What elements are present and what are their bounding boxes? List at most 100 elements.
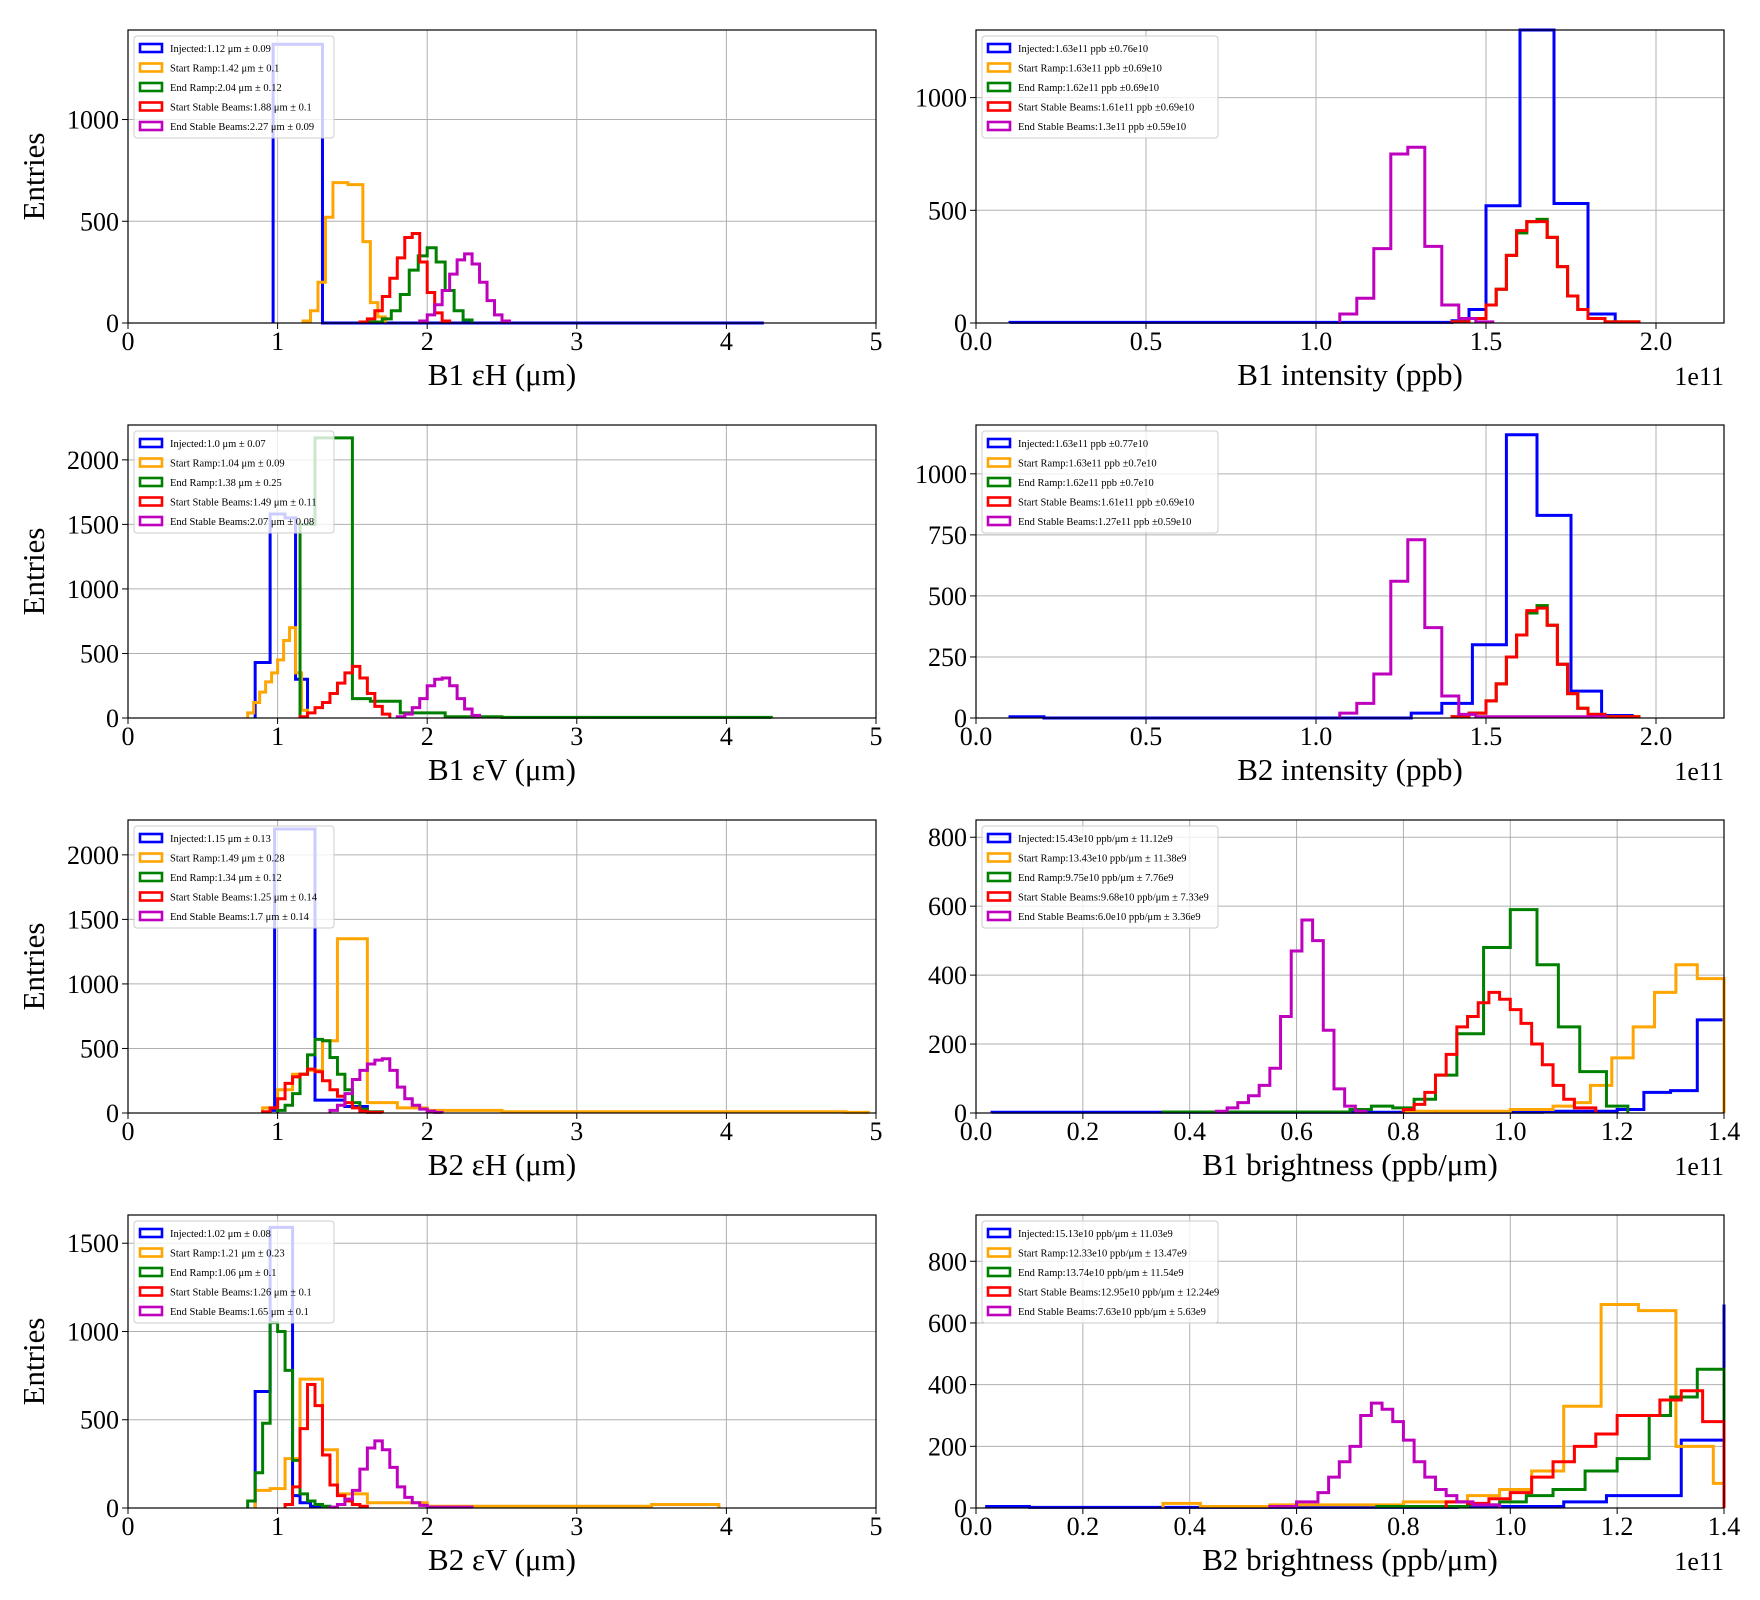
- legend: Injected:1.12 μm ± 0.09 Start Ramp:1.42 μ…: [133, 35, 335, 139]
- x-tick-label: 1.2: [1601, 1117, 1634, 1146]
- histogram-series-line: [1450, 217, 1641, 324]
- histogram-series-line: [253, 1377, 721, 1508]
- legend-swatch: [138, 101, 164, 112]
- legend-entry-label: End Ramp:1.34 μm ± 0.12: [170, 873, 282, 884]
- legend-entry-label: Injected:1.63e11 ppb ±0.77e10: [1018, 439, 1148, 450]
- legend-entry-label: Injected:1.02 μm ± 0.08: [170, 1229, 271, 1240]
- histogram-panel: 0.0 0.2 0.4 0.6 0.8 1.0 1.2 1.4 0 200 400 600 800 B1 …: [928, 819, 1740, 1182]
- y-tick-label: 800: [928, 823, 967, 852]
- legend-swatch: [986, 1305, 1012, 1317]
- histogram-series-line: [1450, 217, 1641, 324]
- x-tick-label: 1: [271, 1512, 284, 1541]
- legend-entry-label: Start Stable Beams:9.68e10 ppb/μm ± 7.33…: [1018, 893, 1209, 904]
- y-tick-label: 1500: [67, 905, 119, 934]
- y-tick-label: 2000: [67, 446, 119, 475]
- legend-swatch: [138, 120, 164, 132]
- legend-box: [133, 1220, 335, 1324]
- y-tick-label: 800: [928, 1247, 967, 1276]
- histogram-series-line: [1375, 1367, 1726, 1508]
- x-tick-label: 0.0: [960, 1117, 993, 1146]
- x-tick-label: 0.2: [1067, 1512, 1100, 1541]
- y-tick-label: 0: [954, 704, 967, 733]
- legend-entry-label: Start Stable Beams:1.49 μm ± 0.11: [170, 498, 317, 509]
- y-tick-label: 1500: [67, 510, 119, 539]
- y-tick-label: 400: [928, 1371, 967, 1400]
- histogram-series-line: [261, 937, 871, 1114]
- histogram-series-line: [1450, 220, 1641, 324]
- y-tick-label: 400: [928, 961, 967, 990]
- legend-swatch: [986, 515, 1012, 527]
- legend-entry-label: End Stable Beams:6.0e10 ppb/μm ± 3.36e9: [1018, 912, 1201, 923]
- y-tick-label: 1500: [67, 1229, 119, 1258]
- legend-box: [981, 825, 1219, 929]
- legend-swatch: [986, 910, 1012, 922]
- x-axis-label: B1 εV (μm): [428, 752, 576, 787]
- legend-entry-label: Start Stable Beams:1.25 μm ± 0.14: [170, 893, 318, 904]
- plot-frame: [975, 1214, 1725, 1509]
- x-tick-label: 4: [720, 327, 733, 356]
- histogram-series-line: [1338, 145, 1495, 324]
- legend-swatch: [138, 457, 164, 468]
- x-tick-label: 0: [122, 327, 135, 356]
- histogram-panel: 0.0 0.5 1.0 1.5 2.0 0 250 500 750 1000 B2 intensit…: [915, 424, 1725, 787]
- y-tick-label: 250: [928, 643, 967, 672]
- legend-entry-label: End Ramp:1.62e11 ppb ±0.7e10: [1018, 478, 1154, 489]
- x-tick-label: 0.8: [1387, 1117, 1420, 1146]
- x-tick-label: 0.6: [1280, 1117, 1313, 1146]
- legend-entry-label: End Stable Beams:1.27e11 ppb ±0.59e10: [1018, 517, 1191, 528]
- legend-entry-label: Start Stable Beams:1.88 μm ± 0.1: [170, 103, 312, 114]
- x-tick-label: 1.4: [1708, 1512, 1741, 1541]
- legend-entry-label: Start Ramp:1.63e11 ppb ±0.69e10: [1018, 64, 1162, 75]
- legend-swatch: [986, 437, 1012, 449]
- histogram-series-line: [1214, 918, 1368, 1113]
- x-axis-offset-label: 1e11: [1674, 1152, 1724, 1181]
- x-tick-label: 2: [421, 327, 434, 356]
- legend-entry-label: End Stable Beams:7.63e10 ppb/μm ± 5.63e9: [1018, 1307, 1206, 1318]
- x-axis-label: B2 εV (μm): [428, 1542, 576, 1577]
- legend-entry-label: Start Ramp:1.63e11 ppb ±0.7e10: [1018, 459, 1157, 470]
- legend-swatch: [138, 1286, 164, 1297]
- y-tick-label: 0: [106, 1494, 119, 1523]
- legend-entry-label: Injected:15.43e10 ppb/μm ± 11.12e9: [1018, 834, 1173, 845]
- histogram-series-line: [1401, 963, 1726, 1113]
- x-axis-label: B1 intensity (ppb): [1237, 357, 1463, 392]
- x-tick-label: 1.0: [1494, 1117, 1527, 1146]
- legend-swatch: [138, 832, 164, 844]
- y-tick-label: 0: [106, 1099, 119, 1128]
- legend-entry-label: Start Ramp:1.42 μm ± 0.1: [170, 64, 279, 75]
- x-tick-label: 1.5: [1470, 722, 1503, 751]
- legend-box: [133, 35, 335, 139]
- histogram-series-line: [1401, 990, 1598, 1113]
- y-axis-label: Entries: [16, 528, 51, 616]
- x-axis-label: B1 brightness (ppb/μm): [1202, 1147, 1498, 1182]
- legend-swatch: [986, 1266, 1012, 1278]
- legend-box: [133, 430, 335, 534]
- legend: Injected:1.0 μm ± 0.07 Start Ramp:1.04 μm…: [133, 430, 335, 534]
- legend-box: [981, 1220, 1219, 1324]
- legend-swatch: [138, 437, 164, 449]
- x-tick-label: 3: [570, 327, 583, 356]
- x-tick-label: 5: [870, 327, 883, 356]
- x-tick-label: 0: [122, 1512, 135, 1541]
- legend-swatch: [138, 42, 164, 54]
- x-tick-label: 5: [870, 1117, 883, 1146]
- legend-swatch: [138, 910, 164, 922]
- y-tick-label: 500: [928, 196, 967, 225]
- legend-swatch: [986, 101, 1012, 112]
- x-tick-label: 2: [421, 1117, 434, 1146]
- x-tick-label: 2.0: [1640, 327, 1673, 356]
- histogram-series-line: [1450, 604, 1641, 719]
- histogram-series-line: [1450, 604, 1641, 719]
- y-axis-label: Entries: [16, 1318, 51, 1406]
- legend-entry-label: Start Stable Beams:1.61e11 ppb ±0.69e10: [1018, 498, 1194, 509]
- histogram-series-line: [328, 1057, 444, 1114]
- legend-entry-label: End Ramp:9.75e10 ppb/μm ± 7.76e9: [1018, 873, 1173, 884]
- legend-swatch: [986, 852, 1012, 863]
- y-tick-label: 1000: [67, 575, 119, 604]
- y-tick-label: 200: [928, 1030, 967, 1059]
- x-axis-label: B2 εH (μm): [428, 1147, 576, 1182]
- legend-swatch: [138, 1247, 164, 1258]
- y-tick-label: 0: [106, 309, 119, 338]
- x-tick-label: 5: [870, 722, 883, 751]
- y-tick-label: 1000: [915, 84, 967, 113]
